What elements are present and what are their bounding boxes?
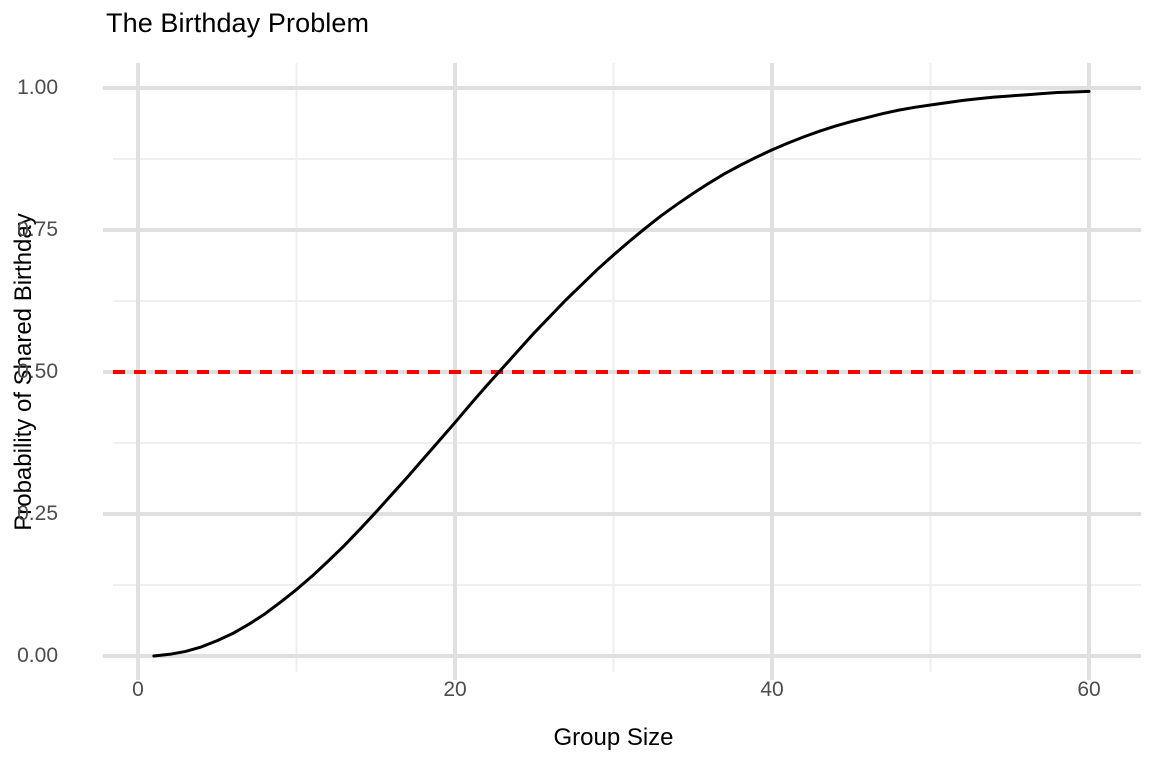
axis-tick-marks	[103, 86, 1091, 680]
y-tick-label-1: 0.25	[17, 502, 58, 525]
data-series-layer	[152, 89, 1091, 658]
x-tick-label-0: 0	[132, 678, 144, 701]
chart-title: The Birthday Problem	[106, 8, 370, 38]
minor-gridlines	[113, 63, 1141, 672]
y-tick-label-2: 0.50	[17, 360, 58, 383]
x-tick-label-3: 60	[1077, 678, 1101, 701]
y-tick-label-0: 0.00	[17, 644, 58, 667]
y-tick-label-4: 1.00	[17, 76, 58, 99]
x-tick-label-2: 40	[760, 678, 784, 701]
x-axis-title: Group Size	[553, 724, 674, 751]
y-tick-label-3: 0.75	[17, 218, 58, 241]
x-tick-label-1: 20	[443, 678, 467, 701]
series-line-0	[152, 89, 1091, 658]
panel-background	[113, 63, 1141, 672]
